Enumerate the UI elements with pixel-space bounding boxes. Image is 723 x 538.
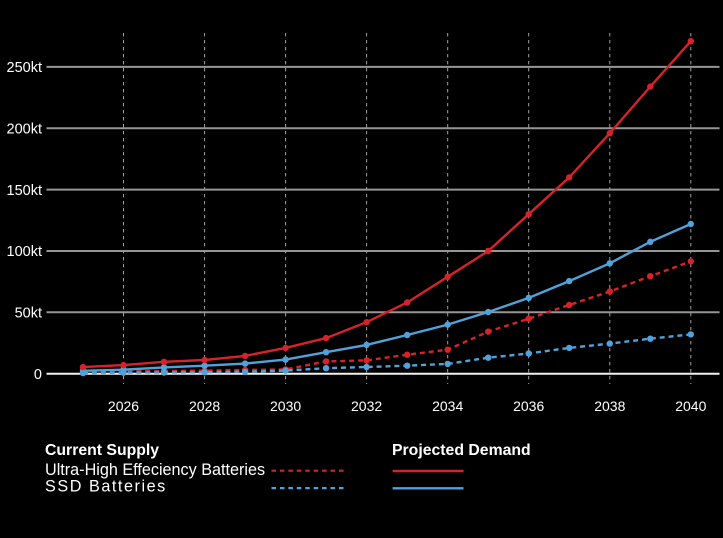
svg-text:150kt: 150kt: [7, 183, 42, 199]
svg-text:2040: 2040: [675, 398, 706, 414]
svg-text:2032: 2032: [351, 398, 382, 414]
svg-text:100kt: 100kt: [7, 244, 42, 260]
svg-text:2030: 2030: [270, 398, 301, 414]
svg-text:50kt: 50kt: [15, 306, 42, 322]
svg-text:Ultra-High Effeciency Batterie: Ultra-High Effeciency Batteries: [45, 461, 265, 479]
svg-text:200kt: 200kt: [7, 122, 42, 138]
svg-text:2038: 2038: [594, 398, 625, 414]
svg-text:Current Supply: Current Supply: [45, 442, 159, 459]
svg-text:SSD Batteries: SSD Batteries: [45, 478, 167, 496]
svg-text:250kt: 250kt: [7, 60, 42, 76]
svg-text:2026: 2026: [108, 398, 139, 414]
svg-text:0: 0: [34, 367, 42, 383]
svg-text:2036: 2036: [513, 398, 544, 414]
svg-text:Projected Demand: Projected Demand: [392, 442, 531, 459]
svg-text:2034: 2034: [432, 398, 463, 414]
svg-text:2028: 2028: [189, 398, 220, 414]
